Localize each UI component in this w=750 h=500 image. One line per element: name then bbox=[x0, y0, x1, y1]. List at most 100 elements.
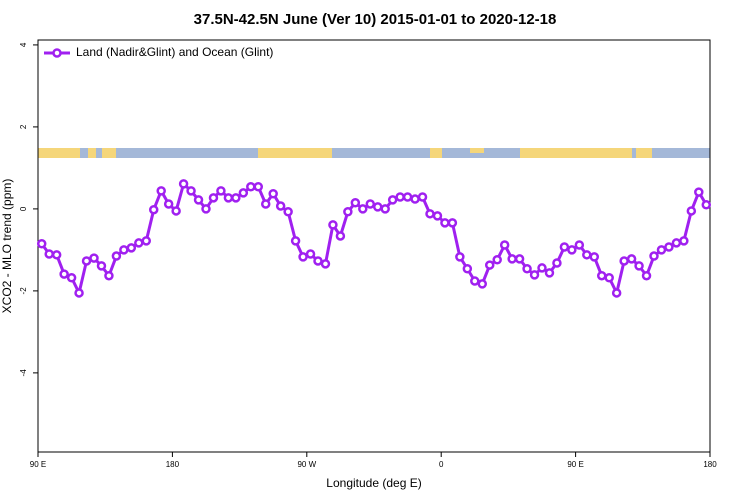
point bbox=[679, 236, 689, 246]
land bbox=[102, 148, 116, 158]
point bbox=[216, 186, 226, 196]
legend-marker bbox=[52, 48, 62, 58]
point bbox=[208, 193, 219, 203]
x-tick-label: 90 E bbox=[567, 460, 583, 469]
point bbox=[372, 202, 383, 212]
map-strip bbox=[38, 148, 710, 158]
point bbox=[201, 204, 211, 214]
point bbox=[246, 182, 256, 192]
point bbox=[104, 270, 114, 281]
point bbox=[455, 252, 465, 262]
y-tick-label: -2 bbox=[19, 287, 28, 295]
point bbox=[656, 245, 667, 255]
point bbox=[380, 204, 390, 214]
point bbox=[402, 192, 413, 202]
point bbox=[111, 251, 122, 261]
point bbox=[163, 199, 174, 209]
land bbox=[88, 148, 96, 158]
point bbox=[89, 253, 99, 263]
point bbox=[596, 270, 607, 281]
point bbox=[582, 250, 592, 260]
point bbox=[417, 192, 428, 202]
legend-label: Land (Nadir&Glint) and Ocean (Glint) bbox=[76, 45, 273, 59]
point bbox=[671, 238, 682, 248]
point bbox=[290, 236, 301, 246]
point bbox=[365, 199, 376, 209]
land bbox=[470, 148, 484, 153]
point bbox=[537, 263, 547, 273]
point bbox=[694, 187, 704, 197]
point bbox=[559, 242, 570, 252]
point bbox=[298, 252, 308, 262]
y-tick-label: -4 bbox=[19, 369, 28, 377]
y-axis-label: XCO2 - MLO trend (ppm) bbox=[0, 179, 14, 314]
point bbox=[178, 179, 189, 189]
point bbox=[619, 256, 629, 266]
y-tick-label: 0 bbox=[19, 206, 28, 211]
point bbox=[514, 254, 525, 264]
ocean bbox=[38, 148, 710, 158]
point bbox=[567, 245, 577, 255]
point bbox=[425, 209, 435, 219]
point bbox=[275, 201, 286, 211]
point bbox=[552, 258, 562, 268]
point bbox=[611, 288, 622, 298]
point bbox=[283, 207, 293, 217]
point bbox=[231, 193, 241, 203]
point bbox=[440, 218, 450, 228]
point bbox=[649, 251, 659, 261]
point bbox=[410, 194, 420, 204]
point bbox=[544, 268, 555, 278]
point bbox=[358, 204, 368, 214]
point bbox=[134, 238, 144, 248]
point bbox=[156, 186, 166, 196]
legend bbox=[40, 42, 290, 64]
land bbox=[258, 148, 332, 158]
point bbox=[74, 288, 84, 298]
point bbox=[51, 250, 62, 260]
point bbox=[447, 218, 458, 228]
point bbox=[193, 195, 204, 205]
point bbox=[350, 198, 361, 208]
point bbox=[664, 242, 674, 252]
point bbox=[186, 186, 196, 196]
point bbox=[432, 211, 443, 221]
point bbox=[268, 188, 278, 199]
point bbox=[320, 259, 331, 269]
point bbox=[470, 276, 480, 286]
y-tick-label: 2 bbox=[19, 124, 28, 129]
point bbox=[641, 270, 652, 281]
point bbox=[529, 270, 540, 280]
point bbox=[223, 193, 234, 203]
x-tick-label: 90 W bbox=[297, 460, 316, 469]
point bbox=[148, 204, 159, 215]
point bbox=[305, 249, 316, 259]
point bbox=[313, 256, 323, 266]
x-tick-label: 180 bbox=[166, 460, 180, 469]
point bbox=[335, 231, 346, 241]
point bbox=[44, 249, 54, 259]
point bbox=[260, 199, 271, 209]
point bbox=[343, 207, 353, 217]
point bbox=[484, 260, 495, 270]
point bbox=[141, 236, 152, 246]
point bbox=[395, 192, 405, 202]
chart-title: 37.5N-42.5N June (Ver 10) 2015-01-01 to … bbox=[194, 11, 557, 28]
point bbox=[604, 273, 614, 283]
point bbox=[499, 240, 510, 250]
x-axis-label: Longitude (deg E) bbox=[326, 476, 421, 490]
land bbox=[636, 148, 652, 158]
point bbox=[507, 254, 517, 264]
point bbox=[589, 252, 600, 262]
point bbox=[626, 254, 637, 264]
point bbox=[81, 256, 92, 266]
point bbox=[171, 206, 181, 216]
x-tick-label: 90 E bbox=[30, 460, 46, 469]
point bbox=[634, 261, 644, 271]
x-tick-label: 0 bbox=[439, 460, 444, 469]
point bbox=[66, 273, 77, 283]
land bbox=[38, 148, 80, 158]
land bbox=[520, 148, 632, 158]
point bbox=[238, 188, 249, 198]
